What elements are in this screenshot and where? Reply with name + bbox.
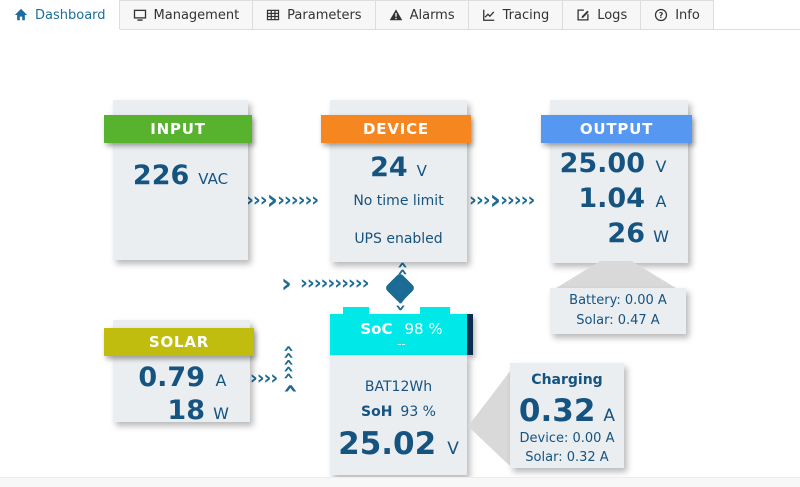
charging-current-value: 0.32 — [518, 393, 596, 429]
battery-charge-gap — [467, 314, 473, 355]
output-power-unit: W — [653, 227, 669, 246]
solar-current-row: 0.79 A — [113, 362, 250, 395]
solar-panel: SOLAR 0.79 A 18 W — [104, 320, 254, 426]
output-current-unit: A — [655, 192, 667, 211]
tab-dashboard[interactable]: Dashboard — [0, 0, 120, 30]
output-current-value: 1.04 — [578, 183, 645, 214]
input-voltage-unit: VAC — [198, 170, 229, 188]
charging-solar-current: Solar: 0.32 A — [525, 450, 609, 465]
arrow-corner-top: › — [281, 269, 292, 299]
solar-power-unit: W — [213, 404, 229, 423]
output-panel-title: OUTPUT — [541, 115, 692, 143]
charging-pointer — [468, 370, 511, 467]
charging-title: Charging — [531, 372, 603, 388]
arrow-corner-bottom: › — [275, 383, 305, 394]
tab-management[interactable]: Management — [118, 0, 254, 29]
tab-parameters[interactable]: Parameters — [252, 0, 376, 29]
device-panel-title: DEVICE — [321, 115, 471, 143]
device-panel: DEVICE 24 V No time limit UPS enabled — [321, 100, 471, 262]
output-voltage-value: 25.00 — [559, 148, 645, 179]
output-detail-box: Battery: 0.00 A Solar: 0.47 A — [550, 288, 686, 334]
chart-icon — [482, 9, 494, 21]
tab-label: Tracing — [502, 7, 550, 23]
arrow-input-to-device: › › › › › › › › › › — [246, 183, 320, 216]
tab-label: Management — [153, 7, 240, 23]
monitor-icon — [133, 9, 146, 21]
battery-panel: BAT12Wh SoH 93 % 25.02 V — [330, 355, 467, 475]
home-icon — [14, 8, 28, 21]
battery-terminal-right — [420, 307, 450, 315]
battery-voltage-unit: V — [447, 439, 459, 459]
battery-model: BAT12Wh — [364, 379, 433, 395]
output-current-row: 1.04 A — [550, 183, 688, 218]
help-icon: ? — [655, 8, 668, 22]
tab-label: Alarms — [409, 7, 455, 23]
device-voltage-unit: V — [416, 162, 427, 180]
output-voltage-row: 25.00 V — [550, 148, 688, 183]
tab-label: Parameters — [287, 7, 362, 23]
solar-power-value: 18 — [167, 395, 205, 426]
arrow-device-to-output: › › › › › › › › › — [469, 183, 536, 216]
device-ups-status: UPS enabled — [354, 231, 443, 247]
input-voltage-value: 226 — [132, 160, 190, 191]
battery-soc-sub: -- — [397, 337, 406, 351]
solar-current-value: 0.79 — [138, 362, 205, 393]
tab-bar: Dashboard Management Parameters Alarms — [0, 0, 800, 30]
tab-info[interactable]: ? Info — [640, 0, 714, 29]
arrow-solar-to-junction: › › › › › › › › › › — [300, 272, 370, 294]
output-battery-current: Battery: 0.00 A — [569, 293, 667, 308]
battery-voltage-value: 25.02 — [338, 426, 437, 462]
dashboard-canvas: › › › › › › › › › › › › › › › › › › › › › › › › › › › › › › › › › › › ›… — [0, 30, 800, 479]
battery-terminal-left — [343, 307, 369, 315]
output-voltage-unit: V — [655, 157, 667, 176]
tab-logs[interactable]: Logs — [562, 0, 642, 29]
tab-label: Info — [675, 7, 700, 23]
tab-alarms[interactable]: Alarms — [374, 0, 469, 29]
charging-current-unit: A — [603, 406, 616, 426]
output-power-value: 26 — [607, 218, 645, 249]
tab-label: Dashboard — [35, 7, 106, 23]
solar-current-unit: A — [215, 371, 227, 390]
input-panel-title: INPUT — [104, 115, 252, 143]
warning-icon — [389, 9, 402, 21]
footer-bar — [0, 477, 800, 487]
edit-icon — [577, 9, 589, 21]
battery-soh-value: 93 % — [400, 404, 436, 420]
arrow-solar-up: › › › › › — [277, 344, 299, 380]
output-panel: OUTPUT 25.00 V 1.04 A 26 W — [541, 100, 692, 263]
battery-soc-value: 98 % — [404, 320, 443, 338]
output-detail-pointer — [556, 261, 676, 288]
table-icon — [267, 9, 280, 21]
battery-soc-label: SoC — [360, 320, 393, 338]
device-voltage-value: 24 — [370, 152, 408, 183]
charging-device-current: Device: 0.00 A — [519, 431, 615, 446]
output-solar-current: Solar: 0.47 A — [576, 313, 660, 328]
battery-soh-label: SoH — [361, 404, 393, 420]
svg-text:?: ? — [659, 11, 664, 20]
charging-box: Charging 0.32 A Device: 0.00 A Solar: 0.… — [510, 363, 624, 468]
input-panel: INPUT 226 VAC — [104, 100, 252, 260]
tab-label: Logs — [597, 7, 628, 23]
solar-panel-title: SOLAR — [104, 328, 254, 356]
solar-power-row: 18 W — [113, 395, 250, 428]
battery-soc-header: SoC 98 % -- — [330, 307, 473, 355]
tab-tracing[interactable]: Tracing — [467, 0, 564, 29]
device-time-limit: No time limit — [353, 193, 444, 209]
output-power-row: 26 W — [550, 218, 688, 253]
